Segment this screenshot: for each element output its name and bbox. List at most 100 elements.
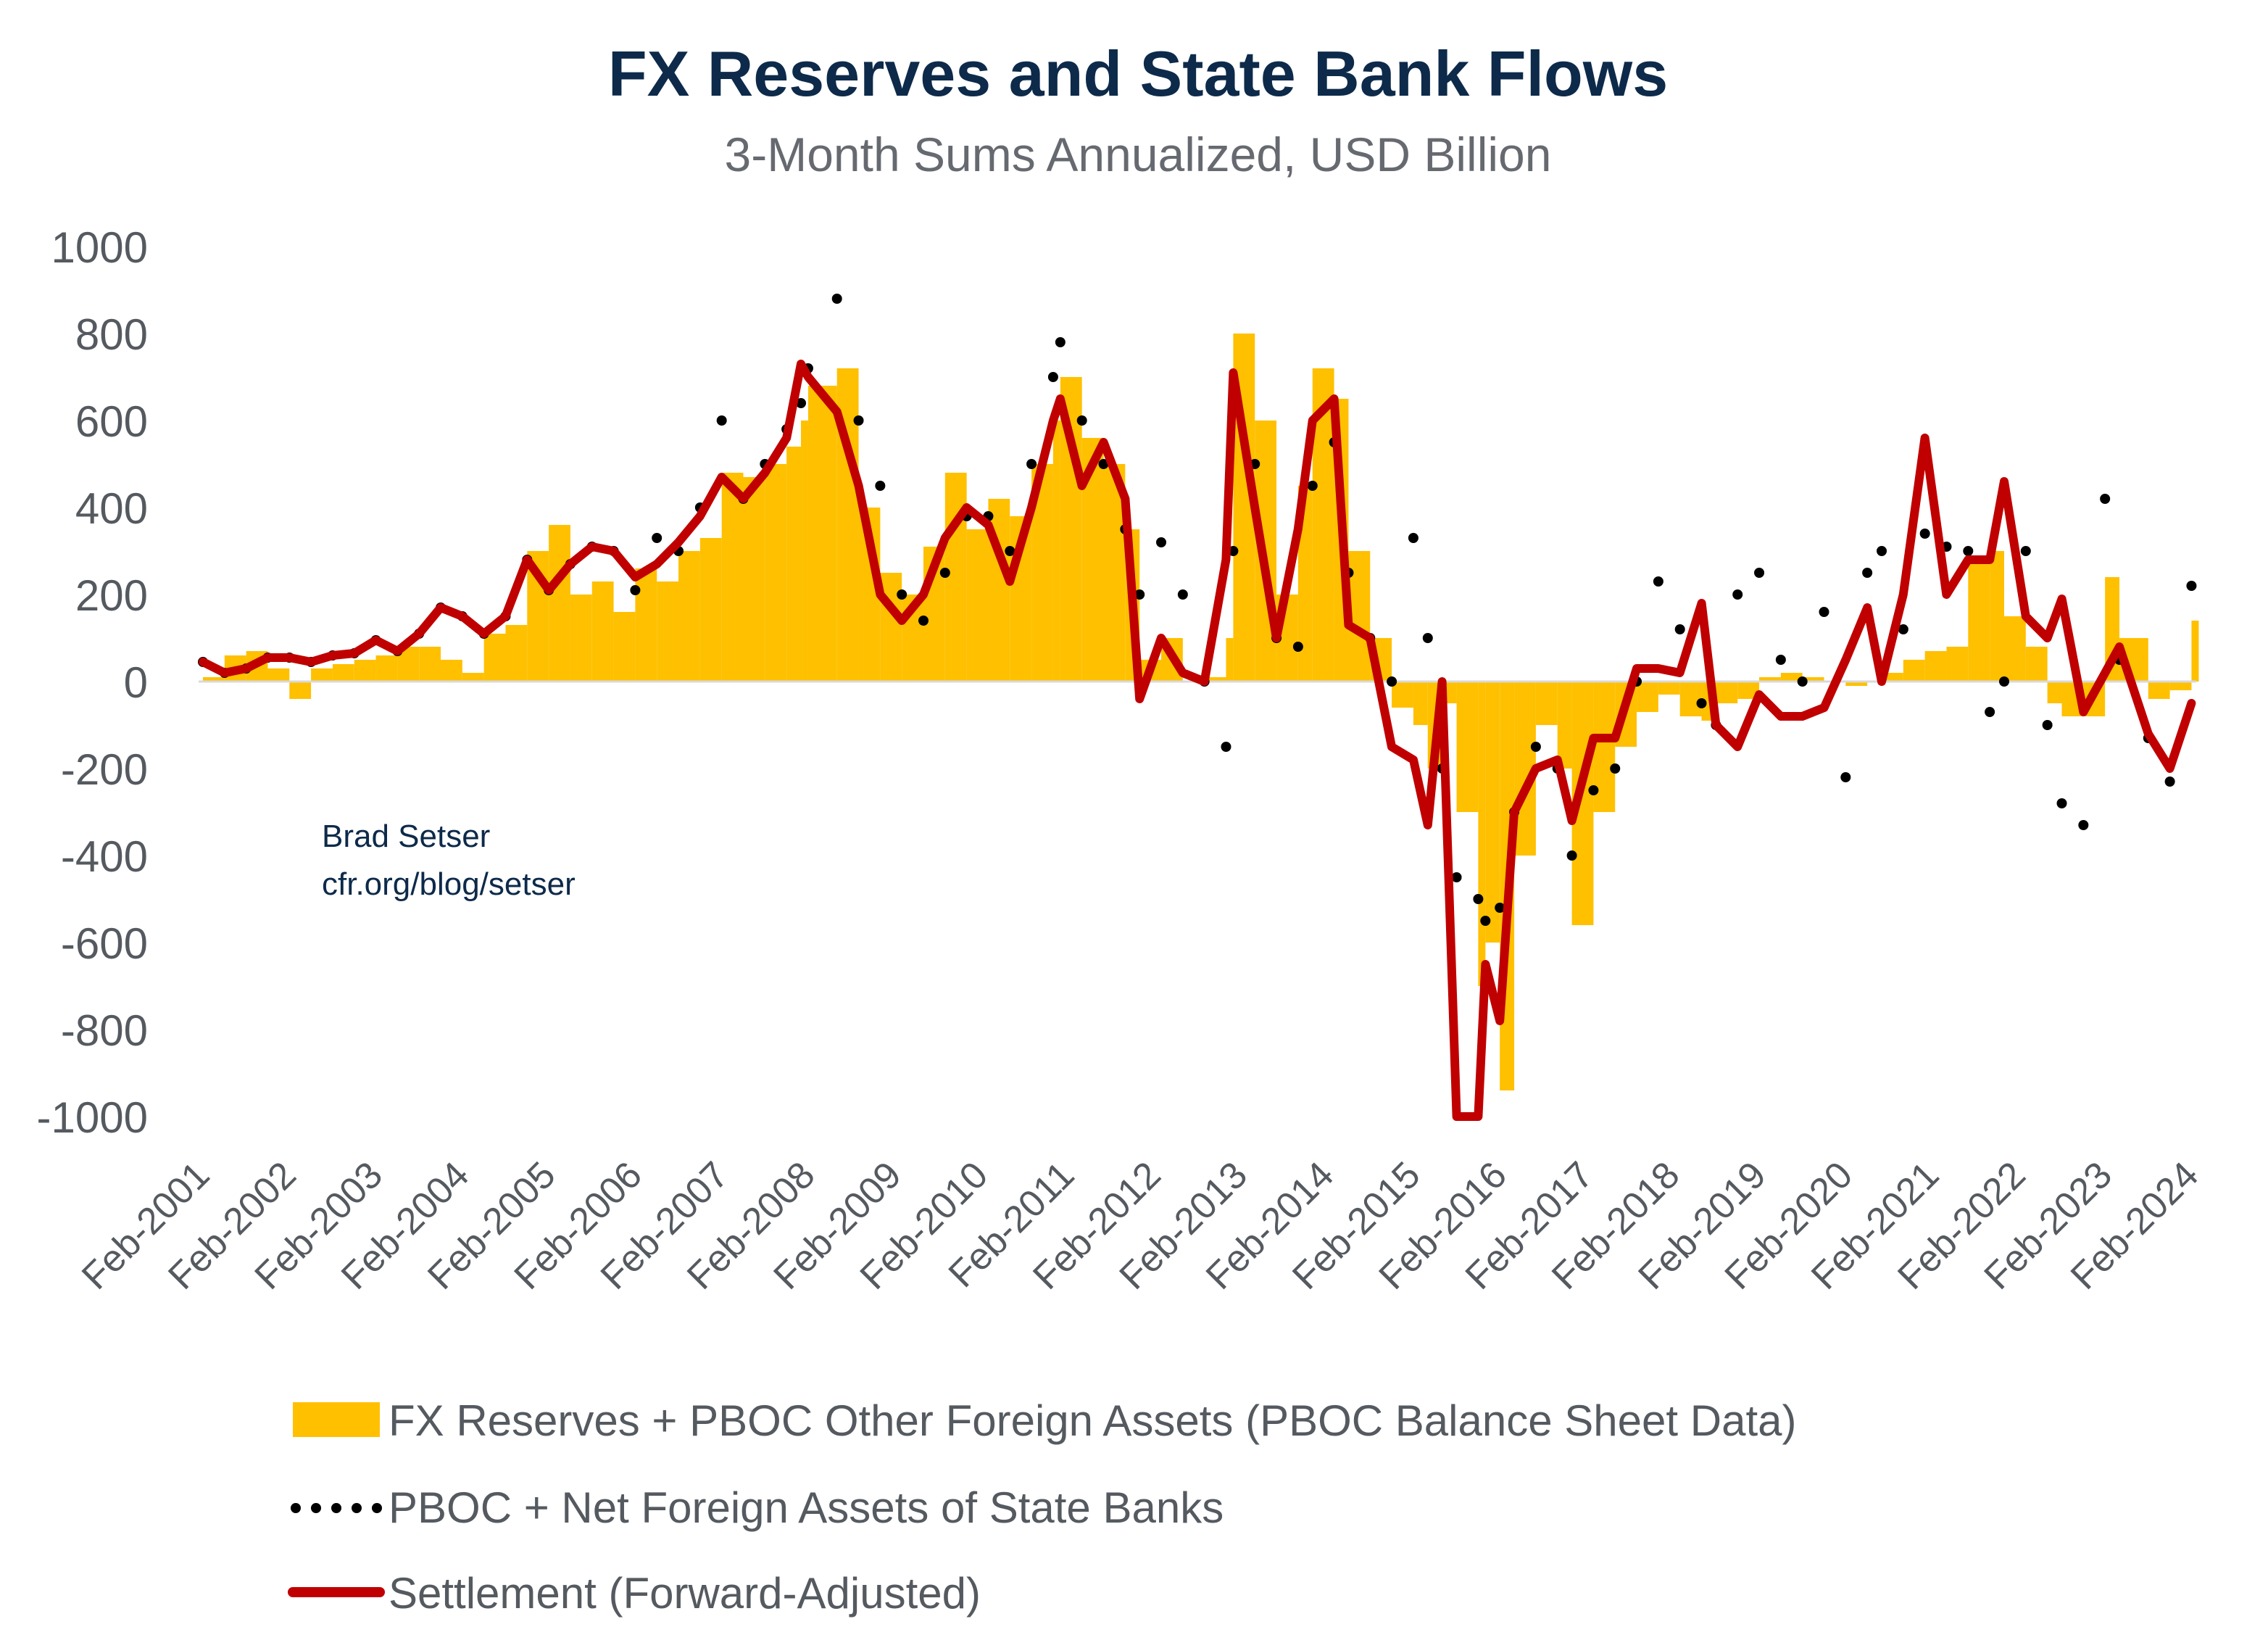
dot-point [1754,568,1765,578]
dot-point [1566,850,1577,861]
legend-swatch-bars [293,1402,380,1437]
dot-point [1775,655,1786,665]
url-note: cfr.org/blog/setser [322,866,576,902]
dot-point [875,481,886,491]
dot-point [1098,459,1109,469]
dot-point [939,568,950,578]
bar [2025,647,2048,682]
legend-label-line: Settlement (Forward-Adjusted) [389,1569,981,1618]
dot-point [1963,546,1974,556]
bar [1637,682,1658,712]
dot-point [1408,533,1418,543]
dot-point [2020,546,2031,556]
bar [1392,682,1413,708]
bar [483,634,506,682]
y-tick-label: 200 [75,571,148,620]
dot-point [716,415,727,426]
dot-point [1480,916,1491,926]
dot-point [1732,589,1743,600]
y-axis: 1000 800 600 400 200 0 -200 -400 -600 -800 -1000 [37,223,148,1142]
dot-point [1877,546,1887,556]
bar [1204,677,1226,682]
bar [699,538,722,682]
bar [1535,682,1558,725]
bar [419,647,441,682]
bar [441,660,462,682]
dot-point [1387,676,1397,687]
dot-point [1473,894,1484,904]
dot-point [1307,481,1318,491]
bar [2148,682,2170,699]
bar [2047,682,2062,703]
dot-point [1134,589,1145,600]
bar [375,655,398,682]
bar [1557,682,1572,769]
bar [613,612,636,682]
dot-point [630,585,641,595]
dot-point [2078,820,2089,830]
bar [1478,682,1486,986]
bar [462,673,484,682]
dot-point [1696,698,1707,708]
legend-swatch-dots [291,1503,382,1513]
bar [1716,682,1738,703]
bar [1946,647,1969,682]
bar [354,660,376,682]
bar [657,581,679,682]
bar [966,529,989,682]
dot-point [1221,742,1231,752]
dot-point [1177,589,1188,600]
bar [1924,651,1947,682]
y-tick-label: 0 [124,658,148,707]
chart-subtitle: 3-Month Sums Annualized, USD Billion [725,128,1552,181]
dot-point [796,398,807,408]
bar [289,682,312,699]
dot-point [1530,742,1541,752]
bar [678,551,700,682]
y-tick-label: -200 [61,745,148,794]
dot-point [2186,581,2197,591]
bar [1297,486,1313,682]
dot-point [1862,568,1873,578]
legend-dot [352,1503,362,1513]
dot-point [2056,798,2067,808]
dot-point [1076,415,1087,426]
dot-point [897,589,907,600]
y-tick-label: 1000 [51,223,148,272]
dot-point [1985,707,1995,717]
dot-point [1588,785,1599,795]
bar [1052,421,1060,682]
dot-point [2100,494,2111,504]
legend-dot [291,1503,301,1513]
bar [721,473,744,682]
bar [786,447,802,682]
x-axis: Feb-2001Feb-2002Feb-2003Feb-2004Feb-2005… [74,1154,2206,1297]
dot-point [1797,676,1808,687]
bar [635,568,657,682]
bar [1658,682,1680,695]
dot-point [831,294,842,304]
dot-point [1840,772,1851,782]
dot-point [1495,903,1505,913]
y-tick-label: -1000 [37,1093,148,1142]
line-series [199,360,2196,1121]
bar [1226,638,1234,682]
y-tick-label: 800 [75,310,148,359]
bar [203,677,225,682]
bar [2169,682,2192,690]
legend-label-dots: PBOC + Net Foreign Assets of State Banks [389,1483,1224,1532]
bar [765,464,787,682]
bar [807,386,837,682]
bar [1845,682,1868,686]
dot-point [1026,459,1037,469]
author-note: Brad Setser [322,819,490,854]
bar [2004,616,2026,682]
bar [944,473,967,682]
y-tick-label: -600 [61,919,148,968]
dot-point [918,616,929,626]
dot-point [1047,372,1058,382]
y-tick-label: 400 [75,484,148,533]
bar [1759,677,1781,682]
dot-point [1819,607,1829,617]
dot-point [1653,576,1663,587]
